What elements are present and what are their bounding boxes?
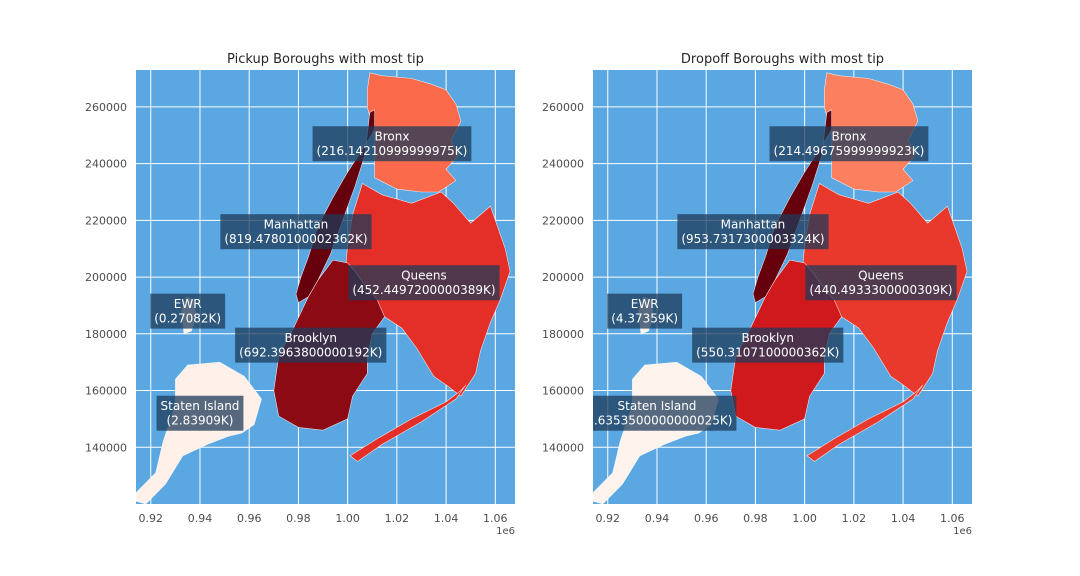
pickup-label-brooklyn: Brooklyn(692.3963800000192K)	[235, 327, 387, 363]
pickup-x-offset-label: 1e6	[496, 526, 515, 537]
dropoff-label-text: Staten Island	[618, 399, 697, 413]
pickup-label-text: (692.3963800000192K)	[239, 345, 382, 359]
dropoff-label-text: (214.49675999999923K)	[774, 144, 925, 158]
dropoff-borough-rockaway	[806, 384, 924, 462]
dropoff-y-tick-label: 140000	[542, 441, 584, 454]
dropoff-x-tick-label: 1.02	[842, 512, 867, 525]
dropoff-label-manhattan: Manhattan(953.7317300003324K)	[677, 214, 829, 250]
dropoff-label-text: EWR	[631, 297, 659, 311]
dropoff-label-box	[769, 126, 929, 162]
dropoff-borough-labels: Bronx(214.49675999999923K) Manhattan(953.…	[582, 126, 957, 431]
pickup-y-tick-label: 160000	[85, 385, 127, 398]
dropoff-label-box	[593, 395, 737, 431]
pickup-label-text: (452.4497200000389K)	[352, 283, 495, 297]
pickup-label-text: (2.83909K)	[167, 413, 234, 427]
pickup-x-tick-label: 0.94	[188, 512, 213, 525]
dropoff-x-tick-label: 0.98	[743, 512, 768, 525]
pickup-label-text: Staten Island	[161, 399, 240, 413]
dropoff-label-text: (550.3107100000362K)	[696, 345, 839, 359]
dropoff-y-tick-label: 260000	[542, 101, 584, 114]
dropoff-x-tick-label: 0.92	[596, 512, 621, 525]
pickup-label-queens: Queens(452.4497200000389K)	[348, 265, 500, 301]
pickup-label-text: (216.14210999999975K)	[317, 144, 468, 158]
dropoff-x-tick-label: 0.94	[645, 512, 670, 525]
pickup-borough-rockaway	[349, 384, 467, 462]
dropoff-label-text: (440.4933300000309K)	[809, 283, 952, 297]
pickup-label-text: Bronx	[374, 130, 409, 144]
dropoff-label-text: (4.37359K)	[611, 311, 678, 325]
pickup-label-text: EWR	[174, 297, 202, 311]
pickup-label-text: (819.4780100002362K)	[224, 232, 367, 246]
dropoff-label-text: (3.6353500000000025K)	[582, 413, 733, 427]
pickup-y-tick-label: 200000	[85, 271, 127, 284]
pickup-y-tick-label: 180000	[85, 328, 127, 341]
pickup-label-box	[156, 395, 244, 431]
pickup-x-tick-label: 1.04	[434, 512, 459, 525]
pickup-label-ewr: EWR(0.27082K)	[150, 293, 226, 329]
pickup-x-tick-label: 0.92	[139, 512, 164, 525]
pickup-y-tick-label: 140000	[85, 441, 127, 454]
pickup-y-tick-label: 260000	[85, 101, 127, 114]
dropoff-y-tick-label: 240000	[542, 158, 584, 171]
dropoff-y-tick-label: 200000	[542, 271, 584, 284]
dropoff-x-tick-label: 1.04	[891, 512, 916, 525]
dropoff-label-text: (953.7317300003324K)	[681, 232, 824, 246]
dropoff-label-staten-island: Staten Island(3.6353500000000025K)	[582, 395, 737, 431]
dropoff-label-text: Manhattan	[721, 217, 786, 231]
dropoff-label-text: Queens	[858, 268, 904, 282]
pickup-x-tick-label: 1.02	[385, 512, 410, 525]
dropoff-chart-title: Dropoff Boroughs with most tip	[681, 52, 884, 67]
pickup-label-text: Brooklyn	[284, 331, 337, 345]
dropoff-x-tick-label: 1.00	[792, 512, 817, 525]
dropoff-map-panel: Dropoff Boroughs with most tip Bronx(214…	[542, 52, 972, 537]
pickup-axis-ticks: 0.92 0.94 0.96 0.98 1.00 1.02 1.04 1.06 140000 16…	[85, 101, 508, 525]
dropoff-label-brooklyn: Brooklyn(550.3107100000362K)	[692, 327, 844, 363]
dropoff-label-ewr: EWR(4.37359K)	[607, 293, 683, 329]
pickup-label-box	[348, 265, 500, 301]
pickup-y-tick-label: 220000	[85, 214, 127, 227]
pickup-label-staten-island: Staten Island(2.83909K)	[156, 395, 244, 431]
dropoff-label-text: Brooklyn	[741, 331, 794, 345]
dropoff-x-tick-label: 1.06	[940, 512, 965, 525]
dropoff-label-box	[692, 327, 844, 363]
dropoff-x-tick-label: 0.96	[694, 512, 719, 525]
dropoff-label-queens: Queens(440.4933300000309K)	[805, 265, 957, 301]
pickup-label-box	[150, 293, 226, 329]
pickup-chart-title: Pickup Boroughs with most tip	[227, 52, 424, 67]
pickup-y-tick-label: 240000	[85, 158, 127, 171]
pickup-label-text: (0.27082K)	[154, 311, 221, 325]
dropoff-label-box	[677, 214, 829, 250]
pickup-x-tick-label: 1.06	[483, 512, 508, 525]
dropoff-x-offset-label: 1e6	[953, 526, 972, 537]
pickup-label-text: Manhattan	[264, 217, 329, 231]
pickup-x-tick-label: 1.00	[335, 512, 360, 525]
pickup-x-tick-label: 0.96	[237, 512, 262, 525]
dropoff-y-tick-label: 220000	[542, 214, 584, 227]
pickup-map-panel: Pickup Boroughs with most tip Bronx(216.…	[85, 52, 515, 537]
pickup-label-box	[312, 126, 472, 162]
pickup-label-bronx: Bronx(216.14210999999975K)	[312, 126, 472, 162]
dropoff-y-tick-label: 160000	[542, 385, 584, 398]
pickup-x-tick-label: 0.98	[286, 512, 311, 525]
pickup-borough-labels: Bronx(216.14210999999975K) Manhattan(819.…	[150, 126, 500, 431]
dropoff-label-box	[607, 293, 683, 329]
dropoff-label-bronx: Bronx(214.49675999999923K)	[769, 126, 929, 162]
dropoff-axis-ticks: 0.92 0.94 0.96 0.98 1.00 1.02 1.04 1.06 140000 16…	[542, 101, 965, 525]
dropoff-label-text: Bronx	[831, 130, 866, 144]
pickup-label-box	[220, 214, 372, 250]
pickup-label-box	[235, 327, 387, 363]
dropoff-y-tick-label: 180000	[542, 328, 584, 341]
dropoff-label-box	[805, 265, 957, 301]
pickup-label-text: Queens	[401, 268, 447, 282]
pickup-label-manhattan: Manhattan(819.4780100002362K)	[220, 214, 372, 250]
